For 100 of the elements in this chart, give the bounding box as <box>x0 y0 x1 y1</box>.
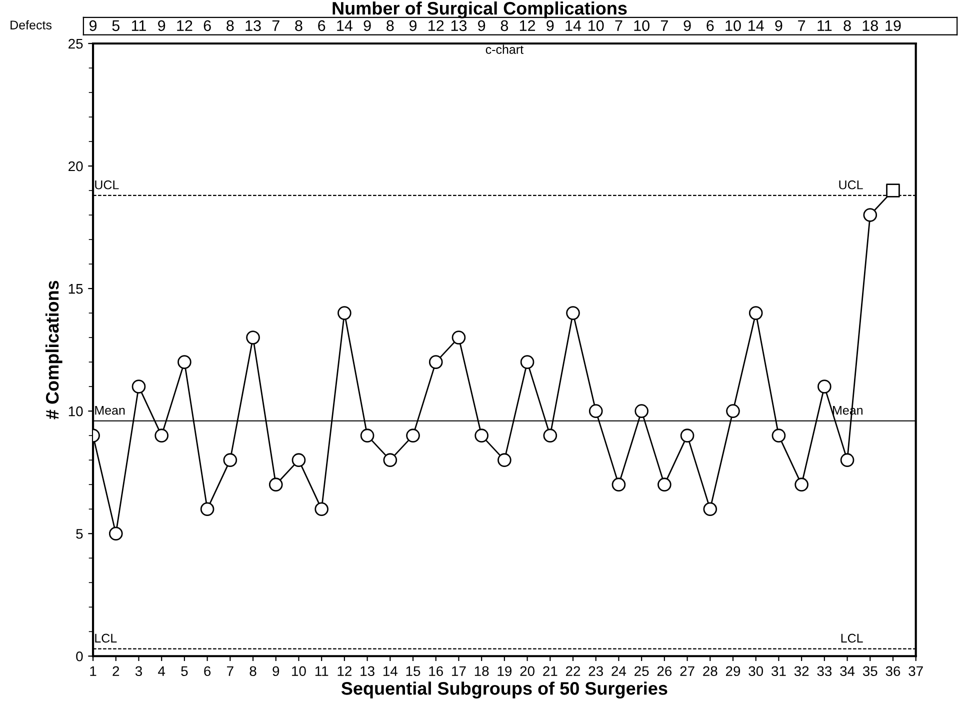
x-tick-label: 9 <box>272 666 280 676</box>
x-tick-label: 28 <box>703 666 718 676</box>
point <box>840 453 854 467</box>
point <box>246 330 260 344</box>
chart-title: Number of Surgical Complications <box>332 1 627 18</box>
x-tick-label: 7 <box>227 666 234 676</box>
point <box>338 306 352 320</box>
x-tick-label: 8 <box>250 666 256 676</box>
text: 7 <box>660 20 668 31</box>
text: Defects <box>10 20 52 30</box>
point <box>292 453 306 467</box>
y-tick-label: 10 <box>68 406 83 416</box>
point <box>178 355 192 369</box>
text: 10 <box>634 20 650 32</box>
point <box>566 306 580 320</box>
point <box>658 478 672 492</box>
point <box>200 502 214 516</box>
ref-line-label: Mean <box>95 406 125 415</box>
x-tick-label: 25 <box>634 666 649 676</box>
y-tick-label: 5 <box>76 529 83 539</box>
y-tick-label: 25 <box>68 38 83 49</box>
text: 11 <box>818 20 832 31</box>
x-tick-label: 18 <box>474 666 489 676</box>
point <box>268 478 283 492</box>
x-tick-label: 26 <box>657 666 672 676</box>
text: 7 <box>272 20 280 31</box>
text: LCL <box>841 634 863 643</box>
point <box>428 355 443 369</box>
x-tick-label: 17 <box>452 666 466 676</box>
text: 9 <box>89 20 97 32</box>
x-tick-label: 14 <box>383 666 398 676</box>
text: 6 <box>318 20 326 32</box>
text: 9 <box>546 20 554 32</box>
text: 9 <box>684 20 691 32</box>
point <box>772 428 786 442</box>
x-tick-label: 15 <box>406 666 420 676</box>
x-tick-label: 10 <box>292 666 306 676</box>
y-tick-label: 0 <box>76 651 83 662</box>
point <box>726 404 740 418</box>
point <box>474 428 488 442</box>
x-tick-label: 33 <box>817 666 832 676</box>
x-tick-label: 16 <box>429 666 443 676</box>
text: 7 <box>615 20 622 31</box>
text: 12 <box>177 20 192 31</box>
ref-line-label: UCL <box>95 180 119 190</box>
point <box>154 428 168 442</box>
point <box>634 404 648 418</box>
point <box>794 478 808 492</box>
x-tick-label: 12 <box>338 666 352 676</box>
x-tick-label: 4 <box>158 666 166 676</box>
text: 10 <box>588 20 604 32</box>
text: 12 <box>428 20 444 31</box>
point <box>612 478 626 492</box>
text: 19 <box>886 20 901 32</box>
point <box>588 404 603 418</box>
point <box>748 306 763 320</box>
text: 7 <box>798 20 806 31</box>
text: 6 <box>706 20 714 32</box>
text: 14 <box>566 20 582 31</box>
x-tick-label: 34 <box>840 666 855 676</box>
x-tick-label: 20 <box>520 666 534 676</box>
point <box>543 428 558 442</box>
x-tick-label: 3 <box>135 666 142 676</box>
x-tick-label: 37 <box>908 666 923 676</box>
x-tick-label: 27 <box>680 666 694 676</box>
text: 5 <box>112 20 120 32</box>
text: 9 <box>409 20 417 32</box>
x-tick-label: 30 <box>748 666 764 676</box>
x-axis-title: Sequential Subgroups of 50 Surgeries <box>341 682 668 698</box>
text: 12 <box>520 20 536 31</box>
text: 6 <box>204 20 211 32</box>
x-tick-label: 1 <box>90 666 96 676</box>
x-tick-label: 6 <box>204 666 211 676</box>
point <box>680 428 694 442</box>
point <box>863 208 878 222</box>
text: 9 <box>478 20 486 32</box>
text: 9 <box>364 20 371 32</box>
x-tick-label: 2 <box>112 666 120 676</box>
point <box>818 380 832 394</box>
point <box>223 453 238 467</box>
point <box>132 380 146 394</box>
text: 8 <box>226 20 234 32</box>
x-tick-label: 36 <box>886 666 900 676</box>
x-tick-label: 29 <box>726 666 740 676</box>
ref-line-label: LCL <box>95 634 117 643</box>
point <box>360 428 374 442</box>
text: 13 <box>451 20 467 32</box>
x-tick-label: 24 <box>612 666 626 676</box>
x-tick-label: 22 <box>566 666 580 676</box>
text: 14 <box>337 20 352 31</box>
text: 18 <box>862 20 878 32</box>
text: 13 <box>246 20 261 32</box>
x-tick-label: 19 <box>498 666 512 676</box>
point <box>108 526 123 541</box>
point <box>498 453 512 467</box>
x-tick-label: 23 <box>588 666 603 676</box>
text: 14 <box>748 20 764 31</box>
point <box>886 184 900 198</box>
y-axis-title: # Complications <box>45 280 62 420</box>
text: 10 <box>726 20 741 32</box>
